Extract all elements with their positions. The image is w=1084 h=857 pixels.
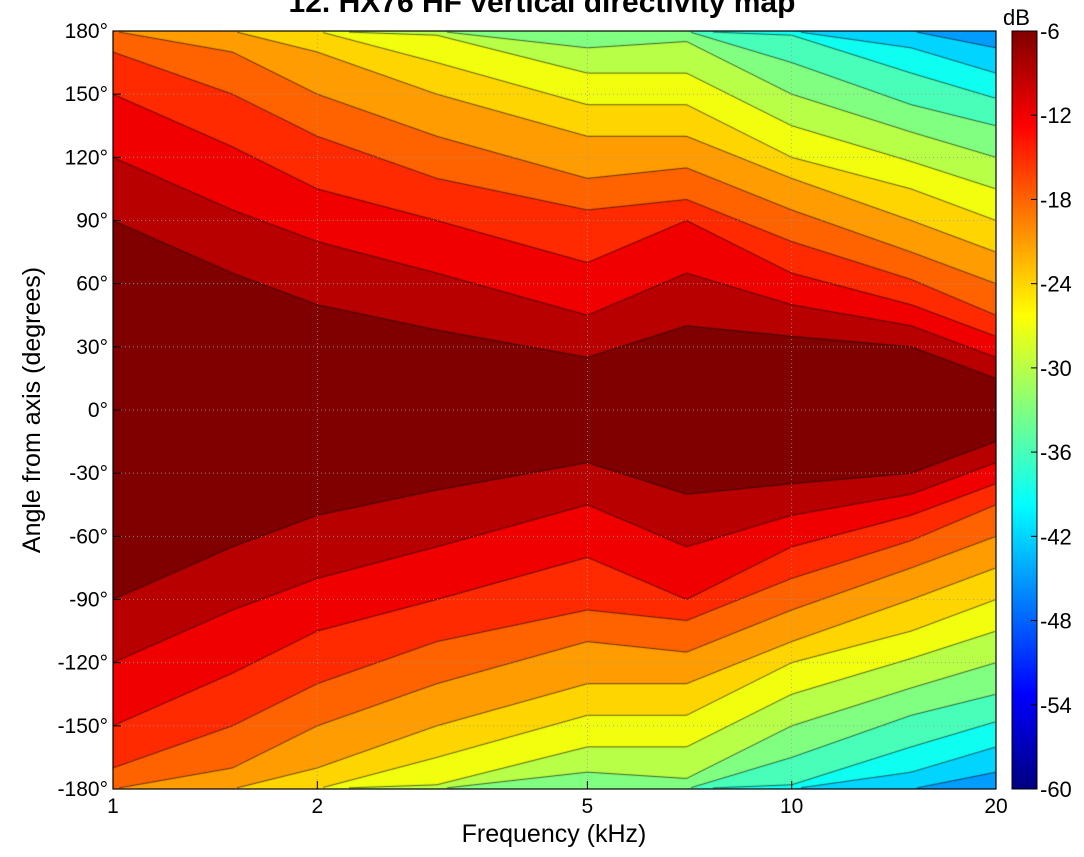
plot-area (113, 31, 996, 789)
y-tick-label: -30° (69, 462, 108, 485)
y-tick-label: 0° (88, 399, 108, 422)
x-tick-label: 2 (311, 795, 323, 818)
colorbar-tick-label: -12 (1040, 103, 1072, 128)
colorbar-tick-label: -36 (1040, 440, 1072, 465)
colorbar-tick-label: -60 (1040, 777, 1072, 802)
colorbar-tick-label: -54 (1040, 693, 1072, 718)
colorbar-tick-label: -18 (1040, 187, 1072, 212)
chart-title: 12. HX76 HF vertical directivity map (288, 0, 796, 19)
y-tick-label: 30° (76, 336, 108, 359)
y-tick-label: -150° (58, 715, 108, 738)
y-tick-label: -120° (58, 652, 108, 675)
y-tick-label: -90° (69, 589, 108, 612)
y-tick-label: 180° (65, 20, 108, 43)
directivity-heatmap (113, 31, 996, 789)
x-axis: 1 2 5 10 20 (107, 781, 1008, 818)
colorbar-ticks: -6 -12 -18 -24 -30 -36 -42 -48 -54 -60 (1031, 19, 1072, 802)
x-tick-label: 20 (984, 795, 1007, 818)
x-tick-label: 10 (780, 795, 803, 818)
y-tick-label: 60° (76, 273, 108, 296)
x-axis-label: Frequency (kHz) (462, 820, 647, 848)
colorbar-tick-label: -30 (1040, 356, 1072, 381)
colorbar: dB -6 -12 -18 -24 -30 -36 -42 -48 -54 -60 (1003, 5, 1072, 802)
y-axis: 180° 150° 120° 90° 60° 30° 0° -30° -60° -90° -120°… (58, 20, 121, 801)
grid-lines (112, 30, 997, 790)
y-tick-label: -180° (58, 778, 108, 801)
colorbar-tick-label: -24 (1040, 272, 1072, 297)
y-tick-label: 120° (65, 146, 108, 169)
y-tick-label: -60° (69, 525, 108, 548)
y-axis-label: Angle from axis (degrees) (18, 267, 46, 553)
colorbar-tick-label: -6 (1040, 19, 1060, 44)
colorbar-gradient (1011, 30, 1038, 790)
colorbar-unit-label: dB (1003, 5, 1030, 30)
colorbar-tick-label: -48 (1040, 609, 1072, 634)
x-tick-label: 5 (582, 795, 594, 818)
colorbar-tick-label: -42 (1040, 524, 1072, 549)
y-tick-label: 90° (76, 210, 108, 233)
y-tick-label: 150° (65, 83, 108, 106)
x-tick-label: 1 (107, 795, 119, 818)
